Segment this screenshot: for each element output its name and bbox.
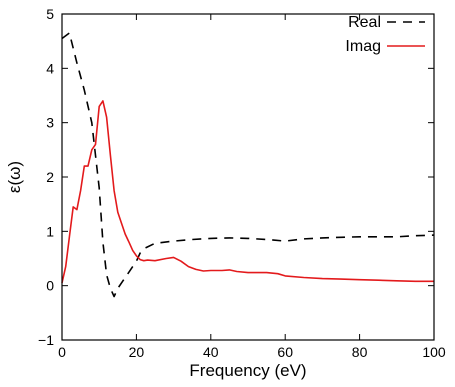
y-tick-label: −1 — [38, 332, 54, 348]
y-tick-label: 2 — [46, 169, 54, 185]
x-axis-label: Frequency (eV) — [189, 361, 306, 380]
legend-label-real: Real — [348, 14, 381, 31]
plot-frame — [61, 13, 435, 341]
series-layer — [61, 32, 435, 298]
x-tick-label: 100 — [422, 344, 446, 360]
y-tick-label: 0 — [46, 278, 54, 294]
y-tick-label: 5 — [46, 6, 54, 22]
y-tick-label: 3 — [46, 115, 54, 131]
x-tick-label: 60 — [277, 344, 293, 360]
x-tick-label: 80 — [352, 344, 368, 360]
series-line-real — [61, 32, 435, 298]
x-tick-label: 20 — [129, 344, 145, 360]
legend-label-imag: Imag — [345, 38, 381, 55]
y-tick-label: 1 — [46, 223, 54, 239]
series-line-imag — [61, 100, 434, 284]
x-tick-label: 40 — [203, 344, 219, 360]
y-axis-label: ε(ω) — [5, 161, 24, 193]
y-tick-label: 4 — [46, 60, 54, 76]
x-tick-label: 0 — [58, 344, 66, 360]
legend: Real Imag — [345, 14, 425, 55]
